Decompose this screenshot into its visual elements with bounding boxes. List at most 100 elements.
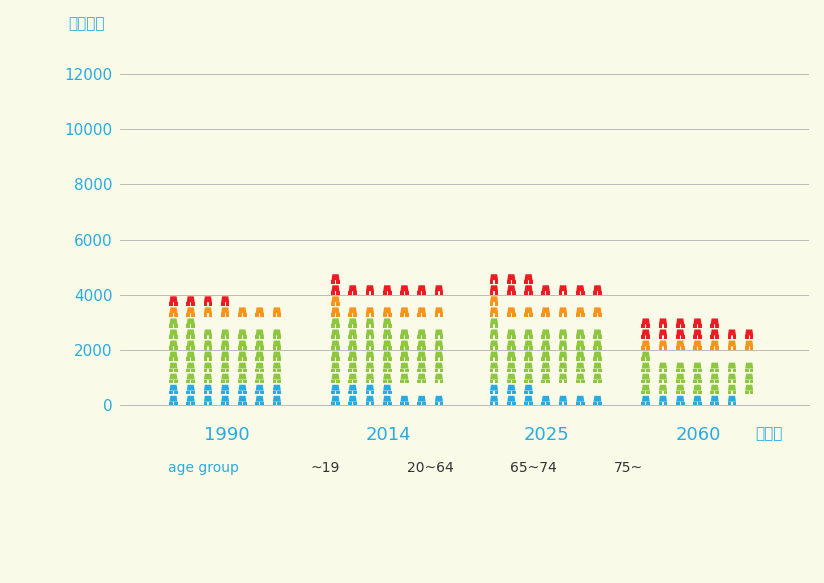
Polygon shape [439, 357, 443, 361]
Polygon shape [658, 391, 662, 394]
Polygon shape [559, 335, 563, 339]
Polygon shape [418, 313, 421, 317]
Polygon shape [349, 363, 357, 368]
Polygon shape [187, 340, 194, 346]
Polygon shape [646, 324, 650, 328]
Polygon shape [439, 368, 443, 372]
Polygon shape [439, 313, 443, 317]
Polygon shape [366, 402, 369, 405]
Polygon shape [435, 352, 443, 357]
Polygon shape [405, 346, 409, 350]
Polygon shape [711, 363, 719, 368]
Polygon shape [576, 291, 579, 295]
Polygon shape [529, 368, 533, 372]
Polygon shape [204, 380, 208, 383]
Polygon shape [353, 335, 357, 339]
Polygon shape [366, 396, 374, 402]
Polygon shape [204, 368, 208, 372]
Polygon shape [383, 357, 386, 361]
Polygon shape [191, 391, 195, 394]
Polygon shape [418, 352, 426, 357]
Polygon shape [593, 396, 602, 402]
Polygon shape [698, 346, 702, 350]
Polygon shape [353, 291, 357, 295]
Polygon shape [658, 402, 662, 405]
Polygon shape [642, 352, 650, 357]
Polygon shape [745, 380, 748, 383]
Polygon shape [593, 335, 597, 339]
Polygon shape [745, 391, 748, 394]
Polygon shape [255, 363, 264, 368]
Polygon shape [238, 352, 246, 357]
Polygon shape [353, 380, 357, 383]
Polygon shape [728, 391, 732, 394]
Polygon shape [750, 380, 753, 383]
Polygon shape [187, 352, 194, 357]
Polygon shape [422, 291, 426, 295]
Polygon shape [349, 285, 357, 291]
Polygon shape [745, 340, 753, 346]
Polygon shape [663, 335, 667, 339]
Polygon shape [745, 374, 753, 380]
Polygon shape [221, 335, 225, 339]
Polygon shape [418, 285, 426, 291]
Polygon shape [439, 380, 443, 383]
Polygon shape [728, 363, 736, 368]
Polygon shape [710, 391, 714, 394]
Polygon shape [492, 471, 495, 480]
Polygon shape [388, 291, 391, 295]
Polygon shape [559, 363, 567, 368]
Polygon shape [711, 329, 719, 335]
Polygon shape [693, 368, 697, 372]
Polygon shape [728, 385, 736, 391]
Polygon shape [400, 335, 404, 339]
Polygon shape [371, 357, 374, 361]
Polygon shape [204, 346, 208, 350]
Polygon shape [593, 357, 597, 361]
Polygon shape [418, 363, 426, 368]
Polygon shape [434, 368, 438, 372]
Polygon shape [435, 307, 443, 313]
Polygon shape [400, 396, 409, 402]
Polygon shape [255, 385, 264, 391]
Polygon shape [208, 391, 213, 394]
Polygon shape [494, 402, 499, 405]
Polygon shape [546, 357, 550, 361]
Polygon shape [529, 391, 533, 394]
Polygon shape [383, 368, 386, 372]
Polygon shape [349, 318, 357, 324]
Polygon shape [642, 385, 650, 391]
Polygon shape [353, 346, 357, 350]
Polygon shape [186, 335, 190, 339]
Polygon shape [221, 396, 229, 402]
Polygon shape [507, 335, 511, 339]
Polygon shape [494, 391, 499, 394]
Text: 20~64: 20~64 [407, 461, 454, 475]
Polygon shape [388, 456, 396, 471]
Polygon shape [422, 357, 426, 361]
Polygon shape [221, 329, 229, 335]
Polygon shape [733, 346, 737, 350]
Polygon shape [512, 280, 516, 284]
Polygon shape [226, 335, 229, 339]
Polygon shape [221, 307, 229, 313]
Polygon shape [388, 324, 391, 328]
Polygon shape [238, 363, 246, 368]
Polygon shape [221, 302, 225, 306]
Polygon shape [170, 352, 177, 357]
Polygon shape [208, 368, 213, 372]
Polygon shape [169, 302, 173, 306]
Polygon shape [646, 368, 650, 372]
Polygon shape [331, 302, 335, 306]
Polygon shape [388, 357, 391, 361]
Polygon shape [676, 335, 680, 339]
Polygon shape [542, 329, 550, 335]
Polygon shape [418, 402, 421, 405]
Polygon shape [204, 357, 208, 361]
Polygon shape [524, 357, 528, 361]
Polygon shape [559, 368, 563, 372]
Polygon shape [331, 402, 335, 405]
Polygon shape [576, 285, 584, 291]
Polygon shape [422, 335, 426, 339]
Polygon shape [405, 357, 409, 361]
